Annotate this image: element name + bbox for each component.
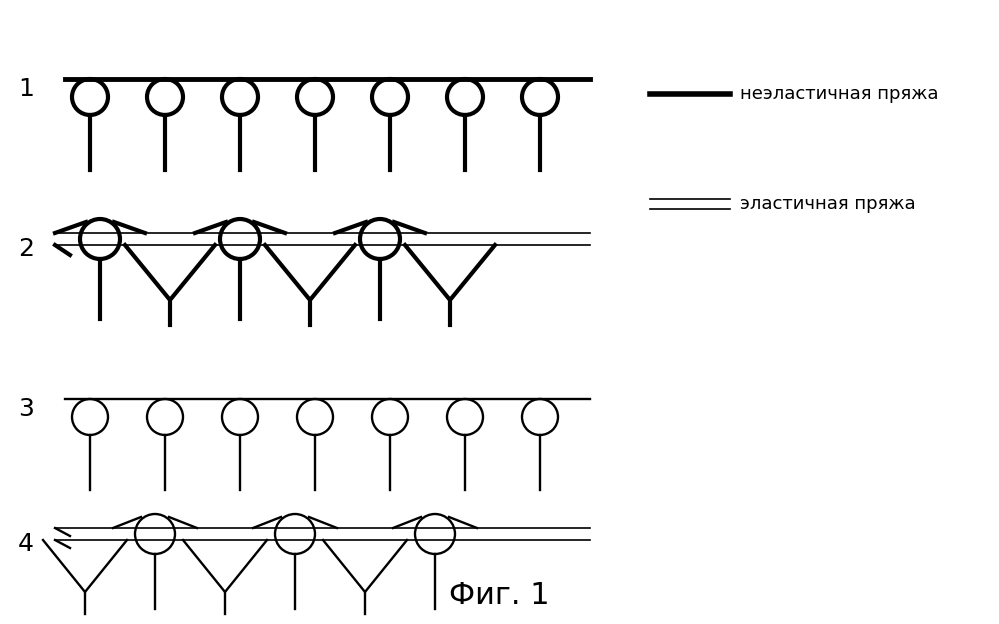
Text: эластичная пряжа: эластичная пряжа <box>740 195 916 213</box>
Text: 1: 1 <box>18 77 34 101</box>
Text: 3: 3 <box>18 397 34 421</box>
Text: неэластичная пряжа: неэластичная пряжа <box>740 85 938 103</box>
Text: Фиг. 1: Фиг. 1 <box>449 582 549 610</box>
Text: 4: 4 <box>18 532 34 556</box>
Text: 2: 2 <box>18 237 34 261</box>
